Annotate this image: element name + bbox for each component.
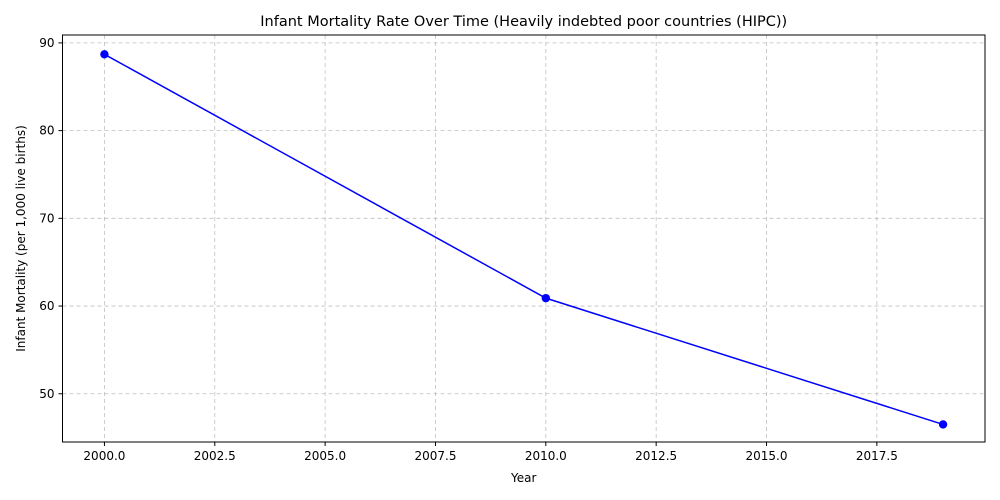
plot-area-frame — [62, 34, 986, 443]
x-axis-label: Year — [510, 471, 536, 485]
x-tick-label: 2012.5 — [635, 449, 677, 463]
data-point — [541, 293, 551, 303]
x-tick-label: 2005.0 — [304, 449, 346, 463]
data-point — [938, 420, 948, 429]
y-tick-label: 60 — [39, 299, 54, 313]
x-axis: 2000.0 2002.5 2005.0 2007.5 2010.0 2012.5 2015… — [83, 442, 898, 463]
grid-lines — [62, 35, 985, 442]
y-axis-label: Infant Mortality (per 1,000 live births) — [14, 125, 28, 352]
x-tick-label: 2010.0 — [525, 449, 567, 463]
x-tick-label: 2000.0 — [83, 449, 125, 463]
x-tick-label: 2007.5 — [414, 449, 456, 463]
y-tick-label: 90 — [39, 36, 54, 50]
chart-title: Infant Mortality Rate Over Time (Heavily… — [260, 14, 787, 30]
series-layer — [100, 50, 948, 429]
y-axis: 50 60 70 80 90 — [39, 36, 63, 401]
y-tick-label: 50 — [39, 387, 54, 401]
y-tick-label: 80 — [39, 124, 54, 138]
x-tick-label: 2015.0 — [746, 449, 788, 463]
data-point — [100, 50, 109, 59]
x-tick-label: 2002.5 — [194, 449, 236, 463]
y-tick-label: 70 — [39, 211, 54, 225]
x-tick-label: 2017.5 — [856, 449, 898, 463]
